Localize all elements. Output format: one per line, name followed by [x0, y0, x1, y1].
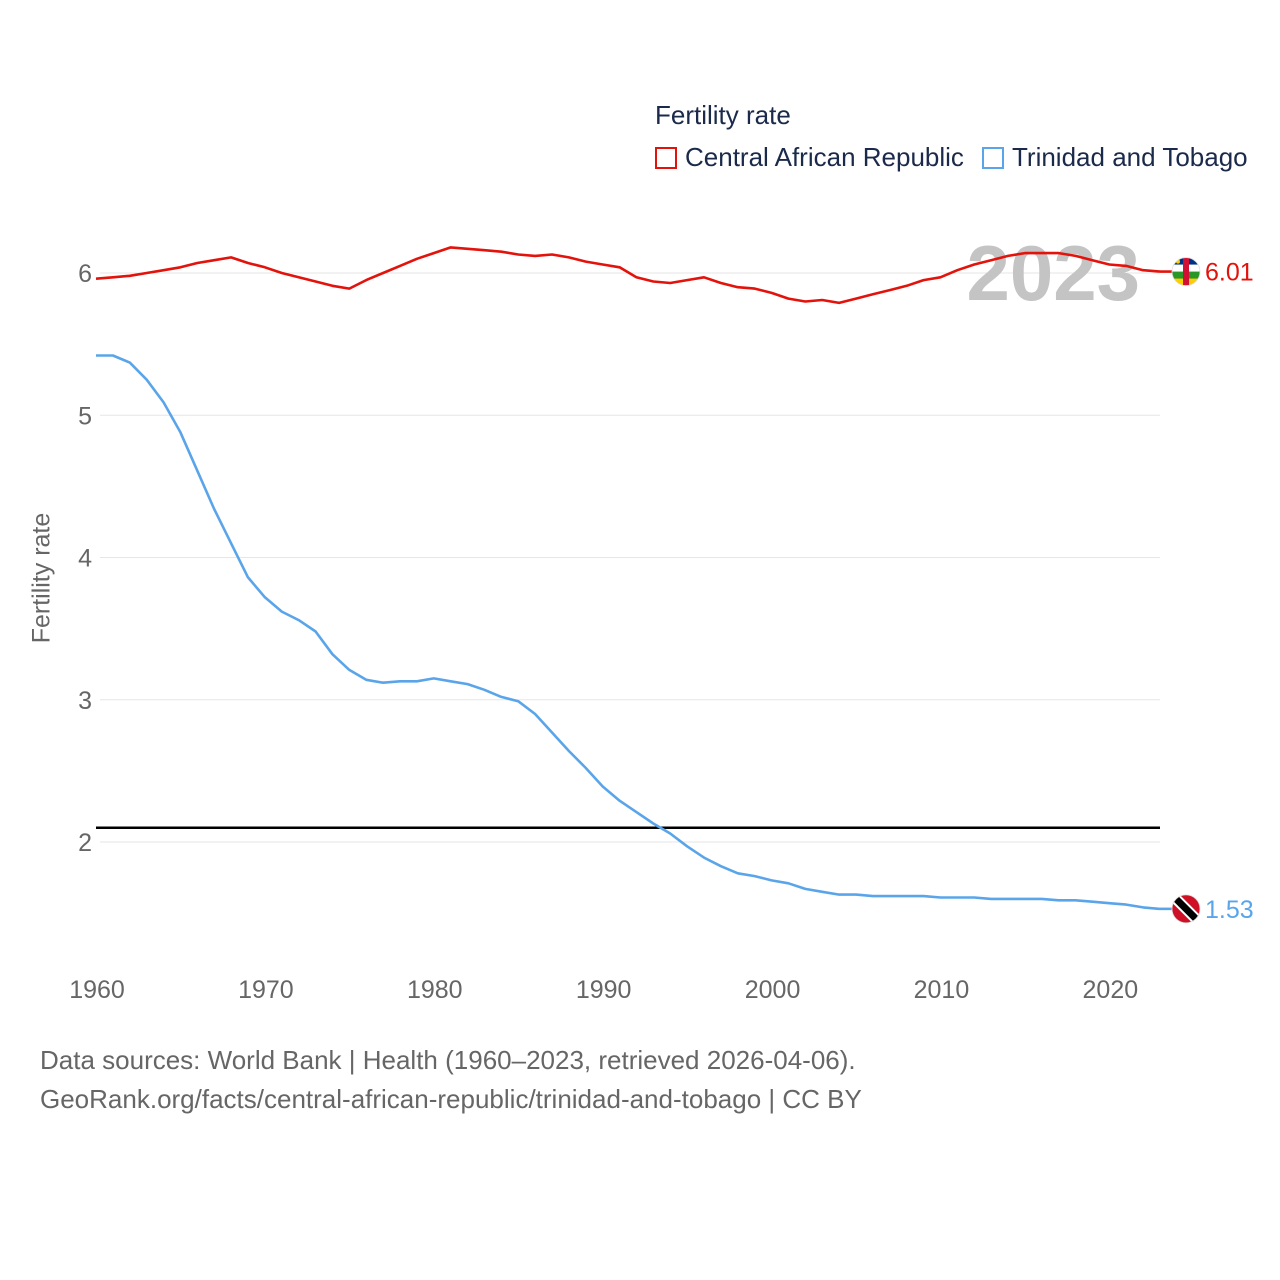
y-tick-label: 3	[78, 687, 92, 715]
series-end-label: 1.53	[1205, 896, 1254, 924]
x-axis-ticks: 1960 1970 1980 1990 2000 2010 2020	[69, 976, 1138, 1004]
y-tick-label: 2	[78, 829, 92, 857]
source-line-2[interactable]: GeoRank.org/facts/central-african-republ…	[40, 1084, 862, 1114]
gridlines	[100, 272, 1160, 843]
legend-swatch-car	[655, 146, 677, 169]
series-end-markers: 6.01 1.53	[1160, 257, 1254, 924]
flag-central-african-republic-icon	[1171, 257, 1201, 286]
y-tick-label: 6	[78, 260, 92, 288]
legend-item-central-african-republic[interactable]: Central African Republic	[655, 142, 964, 173]
x-tick-label: 2010	[914, 976, 970, 1004]
y-tick-label: 5	[78, 402, 92, 430]
legend-swatch-tt	[982, 146, 1004, 169]
legend-label-car: Central African Republic	[685, 142, 964, 172]
series-end-label: 6.01	[1205, 259, 1254, 287]
y-axis-ticks: 2 3 4 5 6	[78, 260, 92, 857]
series-lines	[95, 246, 1161, 911]
x-tick-label: 1970	[238, 976, 294, 1004]
series-line-trinidad-and-tobago[interactable]	[96, 354, 1161, 911]
x-tick-label: 1990	[576, 976, 632, 1004]
x-tick-label: 2020	[1083, 976, 1139, 1004]
y-axis-title: Fertility rate	[27, 512, 56, 644]
x-tick-label: 1980	[407, 976, 463, 1004]
flag-trinidad-and-tobago-icon	[1171, 894, 1201, 924]
series-line-central-african-republic[interactable]	[95, 246, 1161, 305]
y-tick-label: 4	[78, 545, 92, 573]
source-line-1: Data sources: World Bank | Health (1960–…	[40, 1045, 856, 1075]
legend-item-trinidad-and-tobago[interactable]: Trinidad and Tobago	[982, 142, 1248, 173]
x-tick-label: 2000	[745, 976, 801, 1004]
legend-label-tt: Trinidad and Tobago	[1012, 142, 1248, 172]
year-watermark: 2023	[966, 229, 1140, 317]
x-tick-label: 1960	[69, 976, 125, 1004]
legend-title: Fertility rate	[655, 100, 791, 130]
